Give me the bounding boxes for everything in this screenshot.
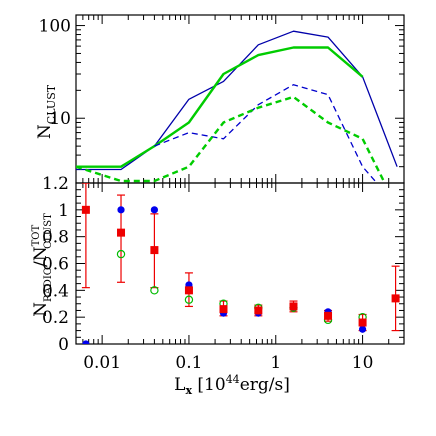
bottom-y-tick-label: 0 — [58, 335, 69, 355]
bottom-y-tick-label: 1.2 — [42, 174, 69, 194]
point-red — [150, 246, 159, 255]
x-tick-label: 0.1 — [175, 353, 202, 373]
point-green — [116, 249, 126, 259]
point-red — [117, 228, 126, 237]
bottom-y-tick-label: 0.8 — [42, 228, 69, 248]
point-green — [184, 295, 194, 304]
point-red — [219, 305, 228, 314]
point-red — [358, 318, 367, 327]
point-blue — [358, 325, 367, 333]
bottom-y-tick-label: 1 — [58, 201, 69, 221]
top-y-tick-label: 100 — [39, 17, 71, 37]
point-blue — [82, 340, 90, 344]
point-red — [324, 311, 333, 320]
bottom-y-tick-label: 0.4 — [42, 281, 69, 301]
bottom-panel: 0 0.2 0.4 0.6 0.8 1 1.2 0.01 0.1 1 10 — [42, 174, 405, 373]
bottom-frame — [75, 182, 405, 345]
series-line-2 — [154, 84, 378, 183]
series-line-0 — [76, 30, 398, 171]
point-red — [184, 286, 193, 295]
x-tick-label: 1 — [270, 353, 281, 373]
point-green — [150, 286, 159, 295]
point-blue — [150, 206, 159, 214]
bottom-y-tick-label: 0.6 — [42, 255, 69, 275]
top-frame — [75, 14, 405, 184]
top-ylabel: NCLUST — [35, 84, 58, 139]
x-tick-label: 10 — [352, 353, 374, 373]
point-red — [81, 205, 90, 214]
top-y-tick-label: 10 — [49, 109, 71, 129]
bottom-ylabel: NRADIO/NTOTCLUST — [31, 213, 54, 317]
x-axis-label: Lx [1044erg/s] — [174, 373, 290, 397]
series-line-1 — [76, 46, 364, 168]
series-line-3 — [76, 95, 386, 183]
point-red — [289, 302, 298, 311]
point-red — [391, 294, 400, 303]
top-panel: 10 100 — [39, 14, 405, 184]
x-tick-label: 0.01 — [83, 353, 121, 373]
point-red — [254, 306, 263, 315]
point-blue — [117, 206, 125, 214]
bottom-y-tick-label: 0.2 — [42, 308, 69, 328]
